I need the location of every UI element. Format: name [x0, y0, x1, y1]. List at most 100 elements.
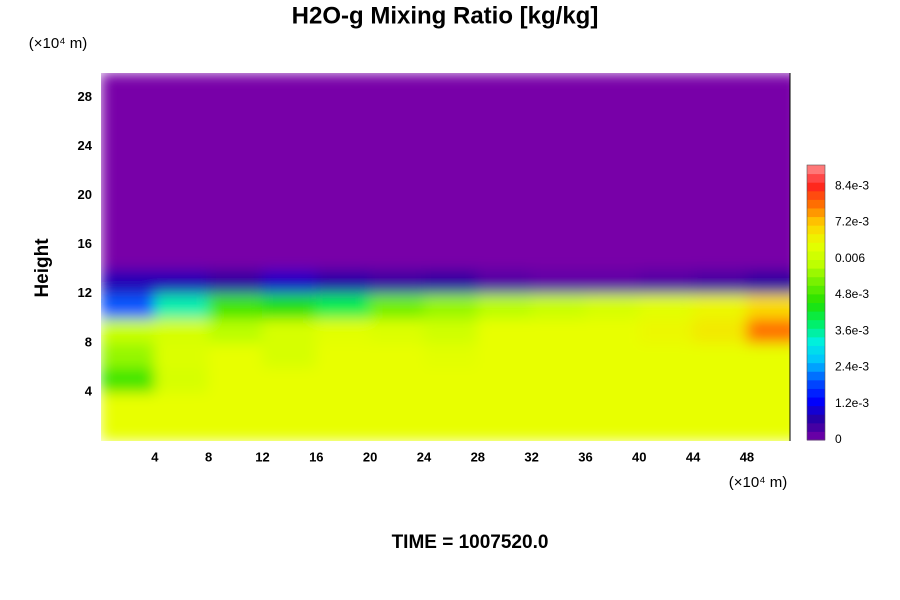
colorbar-band [807, 379, 825, 389]
cell [531, 97, 586, 123]
cell [531, 366, 586, 393]
colorbar-band [807, 431, 825, 441]
colorbar-tick-label: 2.4e-3 [835, 360, 869, 374]
colorbar-band [807, 225, 825, 235]
cell [208, 121, 263, 148]
chart-title: H2O-g Mixing Ratio [kg/kg] [292, 2, 599, 29]
cell [101, 244, 156, 270]
cell [746, 293, 790, 319]
cell [531, 244, 586, 270]
cell [584, 342, 640, 368]
cell [101, 195, 156, 221]
colorbar-band [807, 233, 825, 243]
cell [477, 391, 533, 417]
cell [369, 342, 425, 368]
cell [584, 195, 640, 221]
cell [638, 219, 694, 246]
y-tick-label: 4 [85, 383, 93, 398]
x-tick-label: 44 [686, 449, 701, 464]
cell [477, 268, 533, 295]
cell [369, 268, 425, 295]
cell [531, 342, 586, 368]
cell [101, 121, 156, 148]
time-label: TIME = 1007520.0 [392, 532, 549, 553]
cell [208, 170, 263, 197]
cell [692, 195, 748, 221]
cell [315, 73, 371, 99]
cell [477, 121, 533, 148]
colorbar-frame [806, 164, 826, 441]
cell [692, 170, 748, 197]
cell [584, 121, 640, 148]
cell [369, 244, 425, 270]
cell [477, 342, 533, 368]
colorbar-tick-label: 3.6e-3 [835, 323, 869, 337]
cell [154, 195, 210, 221]
colorbar-band [807, 336, 825, 346]
cell [531, 121, 586, 148]
cell [261, 146, 317, 172]
cell [423, 342, 479, 368]
cell [692, 317, 748, 344]
cell [261, 268, 317, 295]
cell [423, 244, 479, 270]
cell [315, 195, 371, 221]
cell [315, 97, 371, 123]
field [101, 73, 790, 441]
y-tick-label: 16 [78, 236, 92, 251]
x-tick-label: 40 [632, 449, 646, 464]
cell [638, 415, 694, 441]
cell [315, 366, 371, 393]
colorbar-band [807, 242, 825, 252]
colorbar-band [807, 190, 825, 200]
cell [638, 195, 694, 221]
cell [584, 415, 640, 441]
cell [746, 195, 790, 221]
cell [423, 268, 479, 295]
cell [423, 391, 479, 417]
cell [154, 146, 210, 172]
cell [208, 366, 263, 393]
cell [261, 391, 317, 417]
cell [584, 293, 640, 319]
colorbar-band [807, 422, 825, 432]
cell [746, 97, 790, 123]
cell [315, 146, 371, 172]
cell [692, 121, 748, 148]
colorbar-tick-label: 0 [835, 432, 842, 446]
cell [584, 391, 640, 417]
cell [261, 293, 317, 319]
colorbar-band [807, 268, 825, 278]
cell [692, 244, 748, 270]
cell [638, 366, 694, 393]
cell [746, 146, 790, 172]
cell [638, 121, 694, 148]
cell [154, 317, 210, 344]
colorbar-band [807, 182, 825, 192]
colorbar-band [807, 276, 825, 286]
colorbar-band [807, 414, 825, 424]
cell [477, 97, 533, 123]
cell [692, 342, 748, 368]
cell [477, 415, 533, 441]
cell [261, 415, 317, 441]
colorbar-band [807, 216, 825, 226]
cell [638, 73, 694, 99]
cell [208, 391, 263, 417]
cell [584, 170, 640, 197]
cell [101, 366, 156, 393]
cell [315, 121, 371, 148]
cell [154, 391, 210, 417]
cell [315, 317, 371, 344]
cell [369, 97, 425, 123]
cell [423, 73, 479, 99]
cell [208, 415, 263, 441]
cell [531, 268, 586, 295]
x-tick-label: 4 [151, 449, 159, 464]
colorbar-band [807, 259, 825, 269]
cell [369, 146, 425, 172]
colorbar-tick-label: 8.4e-3 [835, 178, 869, 192]
x-tick-label: 28 [471, 449, 485, 464]
cell [208, 293, 263, 319]
